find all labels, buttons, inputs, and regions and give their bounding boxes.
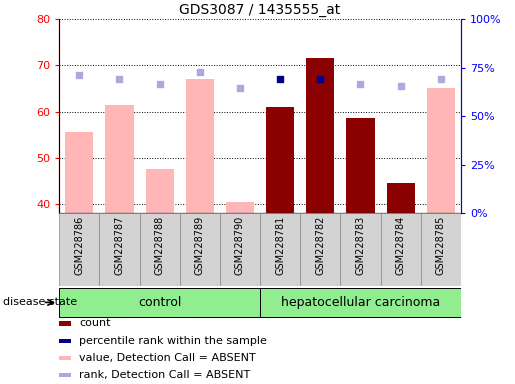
- Point: [196, 69, 204, 75]
- Text: disease state: disease state: [3, 297, 77, 308]
- Point: [75, 71, 83, 78]
- Text: GSM228788: GSM228788: [154, 215, 165, 275]
- Point: [276, 76, 284, 82]
- Point: [437, 76, 445, 82]
- Bar: [59, 321, 71, 326]
- Text: GSM228789: GSM228789: [195, 215, 205, 275]
- Bar: [300, 213, 340, 286]
- Bar: [220, 213, 260, 286]
- Title: GDS3087 / 1435555_at: GDS3087 / 1435555_at: [179, 3, 341, 17]
- Bar: [387, 183, 415, 213]
- Bar: [260, 213, 300, 286]
- Bar: [59, 288, 260, 317]
- Bar: [99, 213, 140, 286]
- Text: GSM228784: GSM228784: [396, 215, 406, 275]
- Text: control: control: [138, 296, 181, 309]
- Bar: [65, 132, 93, 213]
- Point: [115, 76, 124, 82]
- Bar: [146, 169, 174, 213]
- Point: [356, 81, 365, 87]
- Bar: [180, 213, 220, 286]
- Point: [316, 76, 324, 82]
- Text: GSM228783: GSM228783: [355, 215, 366, 275]
- Text: GSM228787: GSM228787: [114, 215, 125, 275]
- Bar: [260, 288, 461, 317]
- Bar: [59, 356, 71, 360]
- Bar: [59, 213, 99, 286]
- Bar: [59, 339, 71, 343]
- Bar: [340, 213, 381, 286]
- Text: count: count: [79, 318, 111, 328]
- Text: GSM228790: GSM228790: [235, 215, 245, 275]
- Point: [236, 85, 244, 91]
- Bar: [186, 79, 214, 213]
- Text: percentile rank within the sample: percentile rank within the sample: [79, 336, 267, 346]
- Bar: [266, 107, 294, 213]
- Bar: [427, 88, 455, 213]
- Text: value, Detection Call = ABSENT: value, Detection Call = ABSENT: [79, 353, 256, 363]
- Text: GSM228781: GSM228781: [275, 215, 285, 275]
- Point: [156, 81, 164, 87]
- Point: [397, 83, 405, 89]
- Text: hepatocellular carcinoma: hepatocellular carcinoma: [281, 296, 440, 309]
- Text: GSM228786: GSM228786: [74, 215, 84, 275]
- Bar: [421, 213, 461, 286]
- Bar: [106, 104, 133, 213]
- Text: GSM228785: GSM228785: [436, 215, 446, 275]
- Text: rank, Detection Call = ABSENT: rank, Detection Call = ABSENT: [79, 370, 251, 380]
- Bar: [347, 119, 374, 213]
- Text: GSM228782: GSM228782: [315, 215, 325, 275]
- Bar: [306, 58, 334, 213]
- Bar: [226, 202, 254, 213]
- Bar: [140, 213, 180, 286]
- Bar: [59, 373, 71, 377]
- Bar: [381, 213, 421, 286]
